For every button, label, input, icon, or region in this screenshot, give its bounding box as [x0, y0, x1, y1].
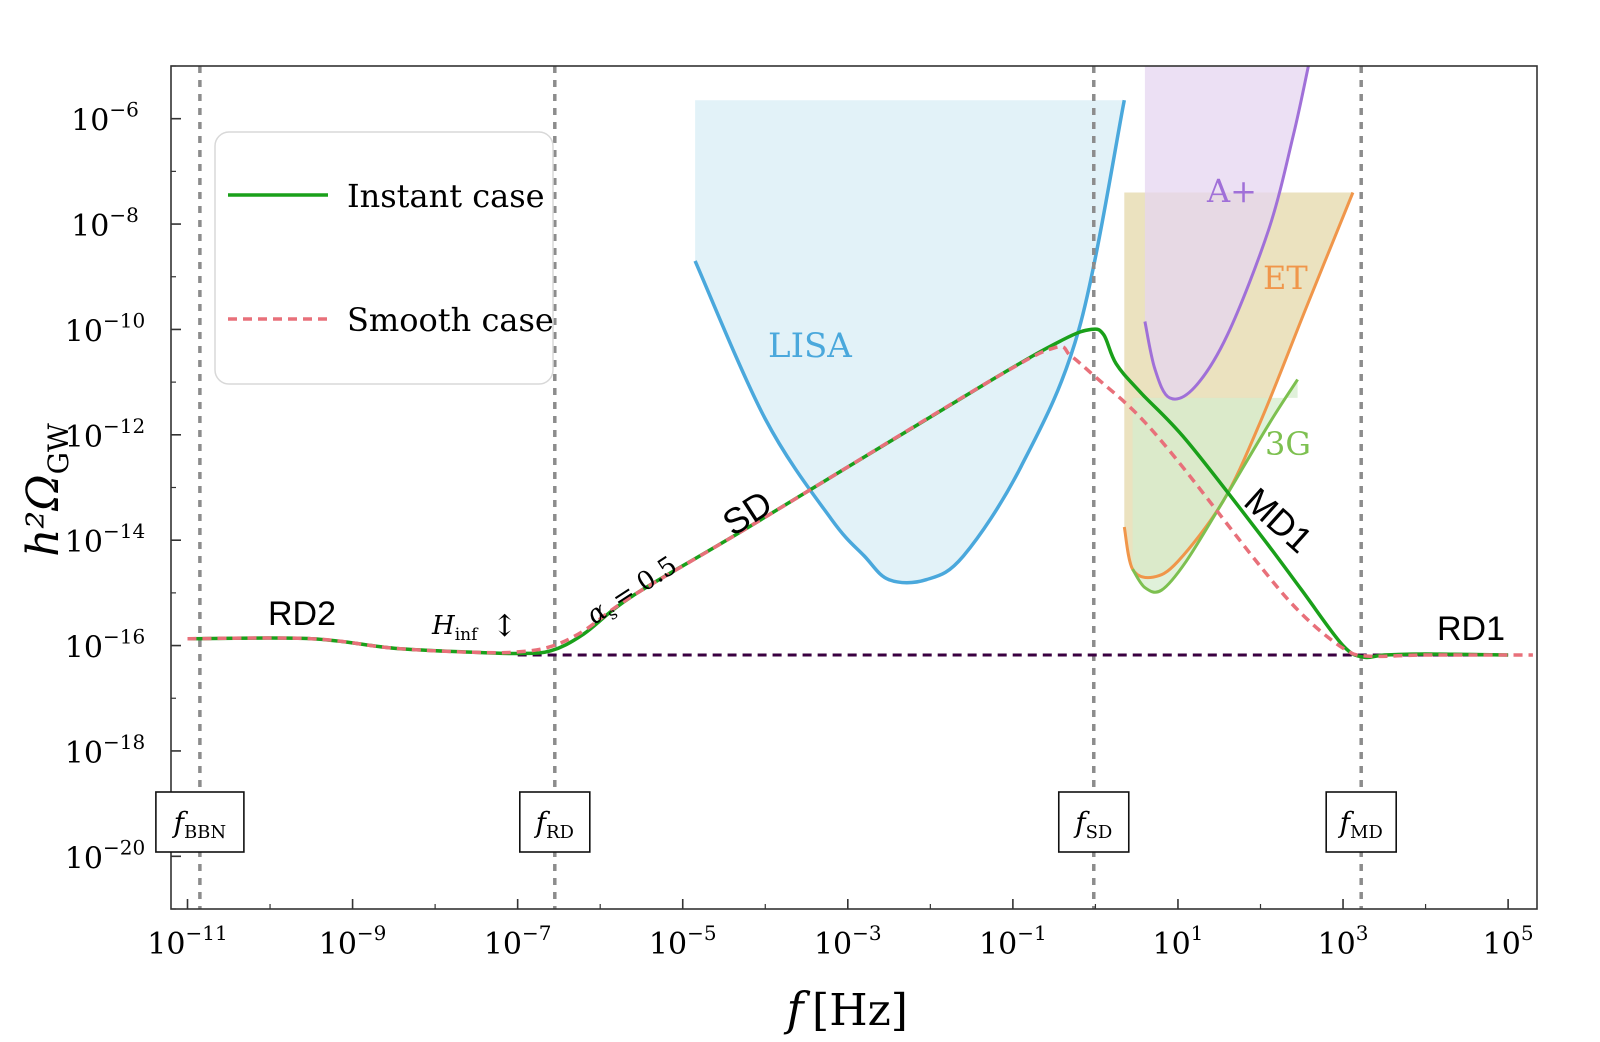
- y-tick-label: 10−8: [71, 203, 139, 244]
- alpha-annotation: αs= 0.5: [581, 551, 684, 634]
- marker-box-rd: [519, 791, 591, 853]
- y-tick-label: 10−6: [71, 98, 139, 139]
- x-tick-label: 101: [1152, 921, 1203, 962]
- x-axis-unit: [Hz]: [812, 985, 908, 1036]
- aplus-label: A+: [1206, 172, 1257, 210]
- x-axis-ticks: 10−11 10−9 10−7 10−5 10−3 10−1 101 103 105: [147, 899, 1534, 962]
- legend: Instant case Smooth case: [214, 131, 554, 385]
- marker-box-sd: [1057, 791, 1130, 853]
- smooth-case-line: [187, 344, 1533, 659]
- hinf-annotation: Hinf ↕: [431, 609, 517, 645]
- sensitivity-regions: [693, 66, 1355, 594]
- rd2-label: RD2: [268, 595, 336, 633]
- et-label: ET: [1263, 259, 1308, 297]
- legend-instant-label: Instant case: [347, 177, 545, 215]
- legend-box: [214, 131, 554, 385]
- x-tick-label: 10−7: [484, 921, 552, 962]
- marker-box-bbn: [155, 791, 245, 853]
- x-tick-label: 103: [1318, 921, 1369, 962]
- x-tick-label: 10−3: [814, 921, 882, 962]
- x-axis-label: f: [783, 982, 810, 1036]
- vertical-marker-labels: fBBN fRD fSD fMD: [155, 791, 1397, 853]
- x-tick-label: 10−5: [649, 921, 717, 962]
- vertical-marker-lines: [198, 66, 1363, 909]
- x-tick-label: 10−9: [319, 921, 387, 962]
- hinf-label: Hinf: [431, 611, 479, 645]
- y-tick-label: 10−20: [65, 835, 145, 876]
- x-tick-label: 10−1: [979, 921, 1047, 962]
- rd1-label: RD1: [1437, 610, 1505, 648]
- 3g-sensitivity-curve: [1131, 378, 1299, 594]
- lisa-label: LISA: [768, 326, 852, 366]
- 3g-label: 3G: [1265, 425, 1311, 463]
- x-tick-label: 10−11: [147, 921, 227, 962]
- y-axis-label: h²ΩGW: [18, 423, 75, 557]
- y-tick-label: 10−16: [65, 625, 145, 666]
- sd-label: SD: [715, 482, 779, 544]
- series-group: [187, 327, 1533, 660]
- hinf-arrow-icon: ↕: [492, 609, 517, 644]
- lisa-region-fill: [695, 100, 1125, 583]
- y-tick-label: 10−10: [65, 308, 145, 349]
- y-tick-label: 10−12: [65, 414, 145, 455]
- y-tick-label: 10−18: [65, 730, 145, 771]
- y-axis-ticks: 10−6 10−8 10−10 10−12 10−14 10−16 10−18 10−20: [65, 65, 181, 910]
- aplus-region-fill: [1144, 66, 1309, 400]
- x-tick-label: 105: [1483, 921, 1534, 962]
- alpha-label: αs= 0.5: [581, 551, 684, 634]
- marker-box-md: [1325, 791, 1397, 853]
- md1-label: MD1: [1237, 479, 1321, 560]
- legend-smooth-label: Smooth case: [347, 301, 554, 339]
- y-axis-label-group: h²ΩGW: [18, 423, 75, 557]
- aplus-sensitivity-curve: [1143, 66, 1310, 401]
- y-tick-label: 10−14: [65, 519, 145, 560]
